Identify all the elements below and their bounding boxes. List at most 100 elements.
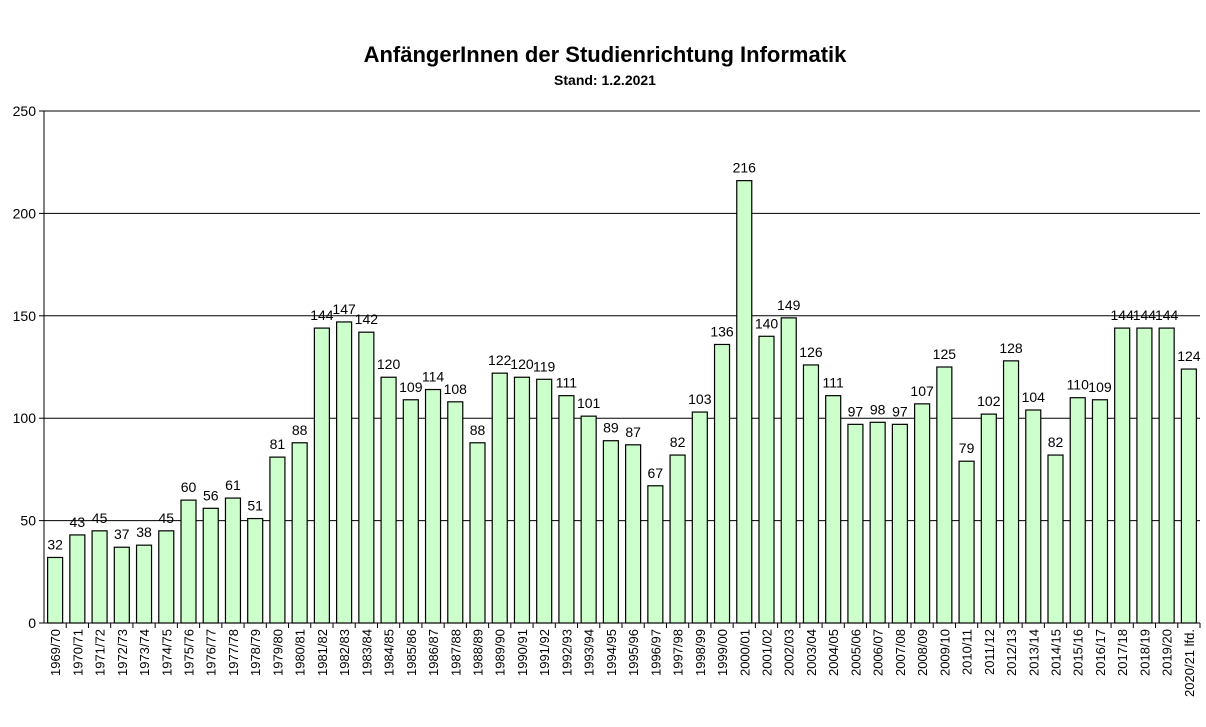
data-label: 140 xyxy=(755,315,779,331)
chart-subtitle: Stand: 1.2.2021 xyxy=(554,72,656,88)
bar xyxy=(491,372,508,624)
x-tick-label: 1983/84 xyxy=(359,629,374,676)
data-label: 97 xyxy=(848,403,864,419)
x-tick-label: 1994/95 xyxy=(604,629,619,676)
bar xyxy=(135,544,153,624)
data-label: 109 xyxy=(1088,379,1112,395)
x-tick-label: 1992/93 xyxy=(559,629,574,676)
data-label: 149 xyxy=(777,297,801,313)
x-tick-label: 1980/81 xyxy=(293,629,308,676)
bar xyxy=(513,376,531,624)
x-tick-label: 1988/89 xyxy=(471,629,486,676)
x-tick-label: 2005/06 xyxy=(848,629,863,676)
data-label: 43 xyxy=(70,514,86,530)
bar xyxy=(713,343,731,624)
x-tick-label: 2002/03 xyxy=(782,629,797,676)
bar xyxy=(736,180,753,624)
data-label: 81 xyxy=(270,436,286,452)
data-label: 67 xyxy=(648,465,664,481)
y-tick-label: 250 xyxy=(13,103,37,119)
x-tick-label: 1987/88 xyxy=(448,629,463,676)
y-tick-label: 200 xyxy=(13,205,37,221)
bar xyxy=(891,423,908,624)
bar xyxy=(669,454,686,624)
bar xyxy=(291,442,308,624)
x-tick-label: 2009/10 xyxy=(937,629,952,676)
x-tick-label: 1995/96 xyxy=(626,629,641,676)
data-label: 111 xyxy=(823,375,844,391)
data-label: 107 xyxy=(910,383,934,399)
data-label: 144 xyxy=(1155,307,1179,323)
bar xyxy=(625,444,642,624)
chart-title: AnfängerInnen der Studienrichtung Inform… xyxy=(363,42,847,67)
bar xyxy=(47,556,64,624)
x-tick-label: 2006/07 xyxy=(871,629,886,676)
data-label: 56 xyxy=(203,487,219,503)
bar xyxy=(780,317,797,624)
data-label: 144 xyxy=(1111,307,1135,323)
bar xyxy=(180,499,197,624)
bar xyxy=(958,460,975,624)
x-tick-label: 2010/11 xyxy=(960,629,975,675)
bar xyxy=(91,530,108,624)
x-tick-label: 1993/94 xyxy=(582,629,597,676)
bar xyxy=(536,378,553,624)
bar xyxy=(825,395,842,624)
x-tick-label: 1973/74 xyxy=(137,629,152,676)
x-tick-label: 1986/87 xyxy=(426,629,441,676)
data-label: 125 xyxy=(933,346,957,362)
bar xyxy=(802,364,820,624)
bar xyxy=(691,411,708,624)
data-label: 109 xyxy=(399,379,423,395)
x-tick-label: 1998/99 xyxy=(693,629,708,676)
bar xyxy=(914,403,931,624)
x-tick-label: 2015/16 xyxy=(1071,629,1086,676)
x-tick-label: 1991/92 xyxy=(537,629,552,676)
data-label: 122 xyxy=(488,352,512,368)
bar xyxy=(1069,397,1086,624)
data-label: 82 xyxy=(670,434,686,450)
x-tick-label: 1990/91 xyxy=(515,629,530,676)
data-label: 88 xyxy=(292,422,308,438)
data-label: 37 xyxy=(114,526,130,542)
x-tick-label: 2017/18 xyxy=(1115,629,1130,676)
bar xyxy=(202,507,219,624)
data-label: 114 xyxy=(422,369,445,385)
bar xyxy=(447,401,464,624)
bar xyxy=(247,517,264,624)
x-tick-label: 1985/86 xyxy=(404,629,419,676)
data-label: 45 xyxy=(92,510,108,526)
x-tick-label: 2013/14 xyxy=(1026,629,1041,676)
x-tick-label: 2019/20 xyxy=(1160,629,1175,676)
x-tick-label: 1984/85 xyxy=(382,629,397,676)
x-tick-label: 2004/05 xyxy=(826,629,841,676)
data-label: 45 xyxy=(158,510,174,526)
x-tick-label: 1977/78 xyxy=(226,629,241,676)
data-label: 126 xyxy=(799,344,823,360)
data-label: 82 xyxy=(1048,434,1064,450)
x-tick-label: 2012/13 xyxy=(1004,629,1019,676)
bar xyxy=(224,497,242,624)
x-tick-label: 1982/83 xyxy=(337,629,352,676)
data-label: 147 xyxy=(332,301,356,317)
x-tick-label: 1999/00 xyxy=(715,629,730,676)
data-label: 101 xyxy=(577,395,601,411)
bar xyxy=(869,421,886,624)
x-tick-label: 2007/08 xyxy=(893,629,908,676)
bar xyxy=(469,442,486,624)
x-tick-label: 2016/17 xyxy=(1093,629,1108,676)
data-label: 60 xyxy=(181,479,197,495)
bar xyxy=(1158,327,1175,624)
x-tick-label: 1997/98 xyxy=(671,629,686,676)
data-label: 142 xyxy=(355,311,379,327)
data-label: 51 xyxy=(247,498,263,514)
data-label: 111 xyxy=(556,375,577,391)
x-tick-label: 1972/73 xyxy=(115,629,130,676)
bar xyxy=(1180,368,1197,624)
bar xyxy=(358,331,375,624)
data-label: 88 xyxy=(470,422,486,438)
x-tick-label: 2000/01 xyxy=(737,629,752,676)
data-label: 119 xyxy=(533,358,556,374)
data-label: 108 xyxy=(444,381,468,397)
